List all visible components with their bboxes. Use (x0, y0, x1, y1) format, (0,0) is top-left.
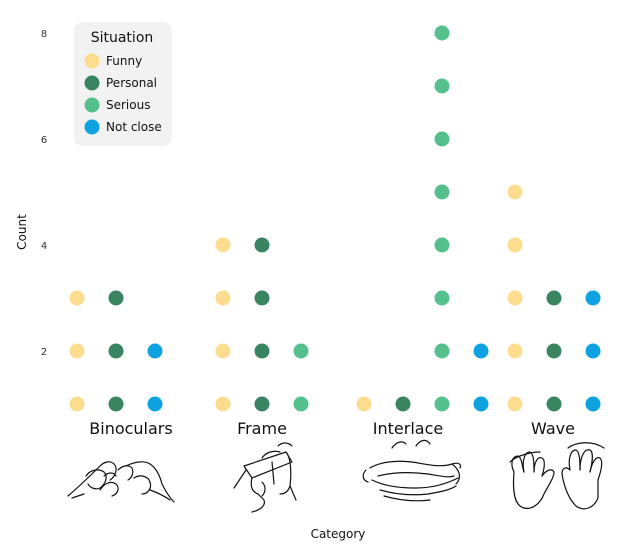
dot-wave-not-close (585, 290, 601, 306)
dot-binoculars-funny (69, 343, 85, 359)
dot-wave-funny (507, 237, 523, 253)
dot-interlace-serious (434, 290, 450, 306)
legend-box (74, 22, 172, 146)
category-labels: Binoculars Frame Interlace Wave (89, 419, 575, 438)
binoculars-gesture-icon (67, 461, 175, 503)
dot-frame-funny (215, 237, 231, 253)
dot-frame-serious (293, 396, 309, 412)
legend-label-funny: Funny (106, 54, 142, 68)
dot-wave-funny (507, 184, 523, 200)
dot-wave-funny (507, 343, 523, 359)
legend-swatch-serious (84, 97, 100, 113)
dot-binoculars-not-close (147, 343, 163, 359)
wave-gesture-icon (509, 442, 605, 510)
dot-wave-personal (546, 290, 562, 306)
dot-interlace-serious (434, 237, 450, 253)
category-label-frame: Frame (237, 419, 287, 438)
legend-swatch-personal (84, 75, 100, 91)
legend: Situation Funny Personal Serious Not close (74, 22, 172, 146)
category-label-binoculars: Binoculars (89, 419, 172, 438)
dot-grid (69, 25, 601, 412)
category-label-wave: Wave (531, 419, 575, 438)
dot-interlace-serious (434, 25, 450, 41)
y-axis-ticks: 2 4 6 8 (41, 29, 47, 358)
dot-wave-personal (546, 343, 562, 359)
dot-frame-personal (254, 290, 270, 306)
dot-interlace-serious (434, 396, 450, 412)
dot-interlace-not-close (473, 396, 489, 412)
dot-binoculars-funny (69, 290, 85, 306)
dot-binoculars-personal (108, 290, 124, 306)
interlace-gesture-icon (362, 439, 462, 502)
dot-interlace-funny (356, 396, 372, 412)
y-tick-label: 6 (41, 135, 47, 146)
legend-label-personal: Personal (106, 76, 157, 90)
legend-swatch-not-close (84, 119, 100, 135)
y-tick-label: 8 (41, 29, 47, 40)
dot-wave-personal (546, 396, 562, 412)
y-tick-label: 2 (41, 347, 47, 358)
category-label-interlace: Interlace (373, 419, 443, 438)
dot-interlace-serious (434, 78, 450, 94)
dot-frame-serious (293, 343, 309, 359)
dot-interlace-serious (434, 343, 450, 359)
dot-interlace-not-close (473, 343, 489, 359)
dot-wave-funny (507, 396, 523, 412)
dot-interlace-serious (434, 184, 450, 200)
dot-interlace-serious (434, 131, 450, 147)
dot-frame-funny (215, 343, 231, 359)
legend-label-not-close: Not close (106, 120, 162, 134)
frame-gesture-icon (233, 442, 297, 513)
dot-wave-not-close (585, 396, 601, 412)
dot-frame-personal (254, 343, 270, 359)
dot-binoculars-personal (108, 343, 124, 359)
dot-binoculars-personal (108, 396, 124, 412)
legend-label-serious: Serious (106, 98, 150, 112)
dot-frame-personal (254, 396, 270, 412)
x-axis-title: Category (311, 527, 366, 541)
dot-frame-funny (215, 290, 231, 306)
dot-wave-not-close (585, 343, 601, 359)
dot-binoculars-not-close (147, 396, 163, 412)
y-tick-label: 4 (41, 241, 47, 252)
legend-title: Situation (91, 30, 154, 46)
dot-frame-personal (254, 237, 270, 253)
dot-frame-funny (215, 396, 231, 412)
dot-wave-funny (507, 290, 523, 306)
dot-interlace-personal (395, 396, 411, 412)
legend-swatch-funny (84, 53, 100, 69)
y-axis-title: Count (15, 214, 29, 250)
dot-binoculars-funny (69, 396, 85, 412)
